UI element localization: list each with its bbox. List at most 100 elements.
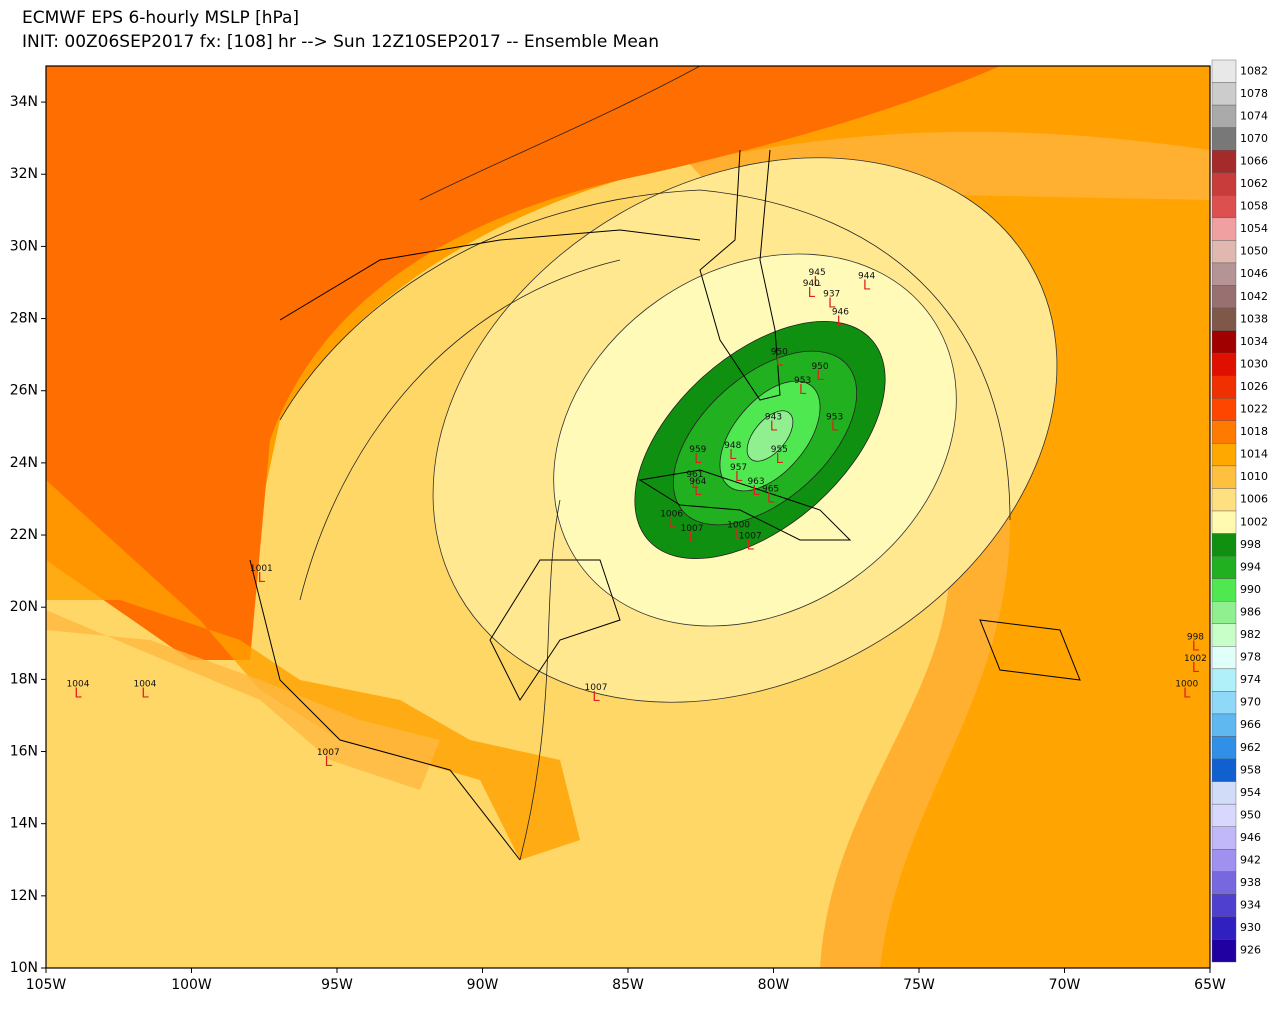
colorbar-swatch	[1211, 758, 1237, 782]
low-symbol: L	[141, 686, 149, 701]
low-pressure-value: 945	[809, 268, 826, 278]
colorbar-swatch	[1211, 104, 1237, 128]
low-symbol: L	[74, 686, 82, 701]
low-pressure-value: 946	[832, 308, 849, 318]
lat-label: 10N	[10, 960, 38, 976]
lon-label: 95W	[321, 977, 353, 993]
colorbar-swatch	[1211, 803, 1237, 827]
low-pressure-value: 950	[811, 362, 828, 372]
colorbar-label: 1002	[1240, 515, 1268, 528]
low-symbol: L	[808, 286, 816, 301]
low-pressure-value: 1001	[250, 564, 273, 574]
low-pressure-value: 965	[762, 484, 779, 494]
colorbar-label: 990	[1240, 583, 1261, 596]
low-pressure-value: 1007	[681, 524, 704, 534]
lon-label: 80W	[758, 977, 790, 993]
colorbar-swatch	[1211, 465, 1237, 489]
low-pressure-value: 944	[858, 272, 875, 282]
low-symbol: L	[831, 419, 839, 434]
low-pressure-value: 950	[771, 347, 788, 357]
colorbar-swatch	[1211, 307, 1237, 331]
low-symbol: L	[691, 477, 699, 492]
lat-label: 24N	[10, 455, 38, 471]
colorbar-label: 986	[1240, 605, 1261, 618]
colorbar-label: 974	[1240, 673, 1261, 686]
low-symbol: L	[729, 448, 737, 463]
low-symbol: L	[776, 354, 784, 369]
low-symbol: L	[325, 755, 333, 770]
colorbar-swatch	[1211, 601, 1237, 624]
colorbar-label: 998	[1240, 538, 1261, 551]
title: ECMWF EPS 6-hourly MSLP [hPa]	[22, 8, 299, 28]
lon-label: 105W	[26, 977, 67, 993]
colorbar-swatch	[1211, 646, 1237, 670]
lat-label: 26N	[10, 383, 38, 399]
low-pressure-value: 1007	[317, 748, 340, 758]
colorbar-swatch	[1211, 691, 1237, 715]
colorbar-swatch	[1211, 555, 1237, 579]
colorbar-label: 950	[1240, 808, 1261, 821]
colorbar-swatch	[1211, 217, 1237, 241]
low-pressure-value: 1002	[1184, 654, 1207, 664]
low-symbol: L	[688, 531, 696, 546]
colorbar-swatch	[1211, 195, 1237, 219]
colorbar-label: 946	[1240, 831, 1261, 844]
colorbar-swatch	[1211, 623, 1237, 647]
colorbar-swatch	[1211, 127, 1237, 151]
low-pressure-value: 961	[686, 470, 703, 480]
lat-label: 18N	[10, 671, 38, 687]
low-pressure-value: 1004	[133, 679, 156, 689]
colorbar-label: 1026	[1240, 380, 1268, 393]
colorbar-label: 1010	[1240, 470, 1268, 483]
low-symbol: L	[592, 690, 600, 705]
colorbar-label: 1014	[1240, 448, 1268, 461]
lon-label: 70W	[1049, 977, 1081, 993]
colorbar-swatch	[1211, 330, 1237, 354]
low-pressure-value: 953	[794, 376, 811, 386]
colorbar-swatch	[1211, 781, 1237, 805]
low-symbol: L	[735, 528, 743, 543]
colorbar-label: 934	[1240, 899, 1261, 912]
colorbar-swatch	[1211, 849, 1237, 872]
colorbar-label: 994	[1240, 560, 1261, 573]
low-symbol: L	[668, 517, 676, 532]
colorbar-swatch	[1211, 939, 1237, 963]
lat-label: 32N	[10, 166, 38, 182]
low-pressure-value: 955	[771, 445, 788, 455]
colorbar-label: 1034	[1240, 335, 1268, 348]
colorbar-swatch	[1211, 420, 1237, 444]
colorbar-swatch	[1211, 826, 1237, 850]
colorbar-swatch	[1211, 736, 1237, 760]
colorbar-label: 1078	[1240, 87, 1268, 100]
low-pressure-value: 1000	[1175, 679, 1198, 689]
colorbar-label: 958	[1240, 763, 1261, 776]
colorbar-swatch	[1211, 894, 1237, 918]
colorbar-label: 1046	[1240, 267, 1268, 280]
colorbar-swatch	[1211, 352, 1237, 376]
lat-label: 20N	[10, 599, 38, 615]
colorbar-swatch	[1211, 871, 1237, 895]
colorbar-label: 1038	[1240, 312, 1268, 325]
colorbar-label: 1022	[1240, 403, 1268, 416]
low-pressure-value: 940	[803, 279, 820, 289]
colorbar-swatch	[1211, 510, 1237, 534]
colorbar-label: 1006	[1240, 493, 1268, 506]
colorbar-label: 1042	[1240, 290, 1268, 303]
low-pressure-value: 959	[689, 445, 706, 455]
colorbar-label: 970	[1240, 696, 1261, 709]
lat-label: 16N	[10, 744, 38, 760]
colorbar-label: 1058	[1240, 200, 1268, 213]
colorbar-swatch	[1211, 668, 1237, 692]
colorbar-swatch	[1211, 713, 1237, 737]
colorbar-label: 942	[1240, 854, 1261, 867]
lat-label: 22N	[10, 527, 38, 543]
low-pressure-value: 964	[689, 477, 706, 487]
low-symbol: L	[747, 538, 755, 553]
low-pressure-value: 1007	[739, 531, 762, 541]
low-symbol: L	[828, 297, 836, 312]
colorbar-label: 926	[1240, 944, 1261, 957]
lon-label: 90W	[467, 977, 499, 993]
lon-label: 100W	[171, 977, 212, 993]
lat-label: 34N	[10, 94, 38, 110]
low-symbol: L	[814, 275, 822, 290]
